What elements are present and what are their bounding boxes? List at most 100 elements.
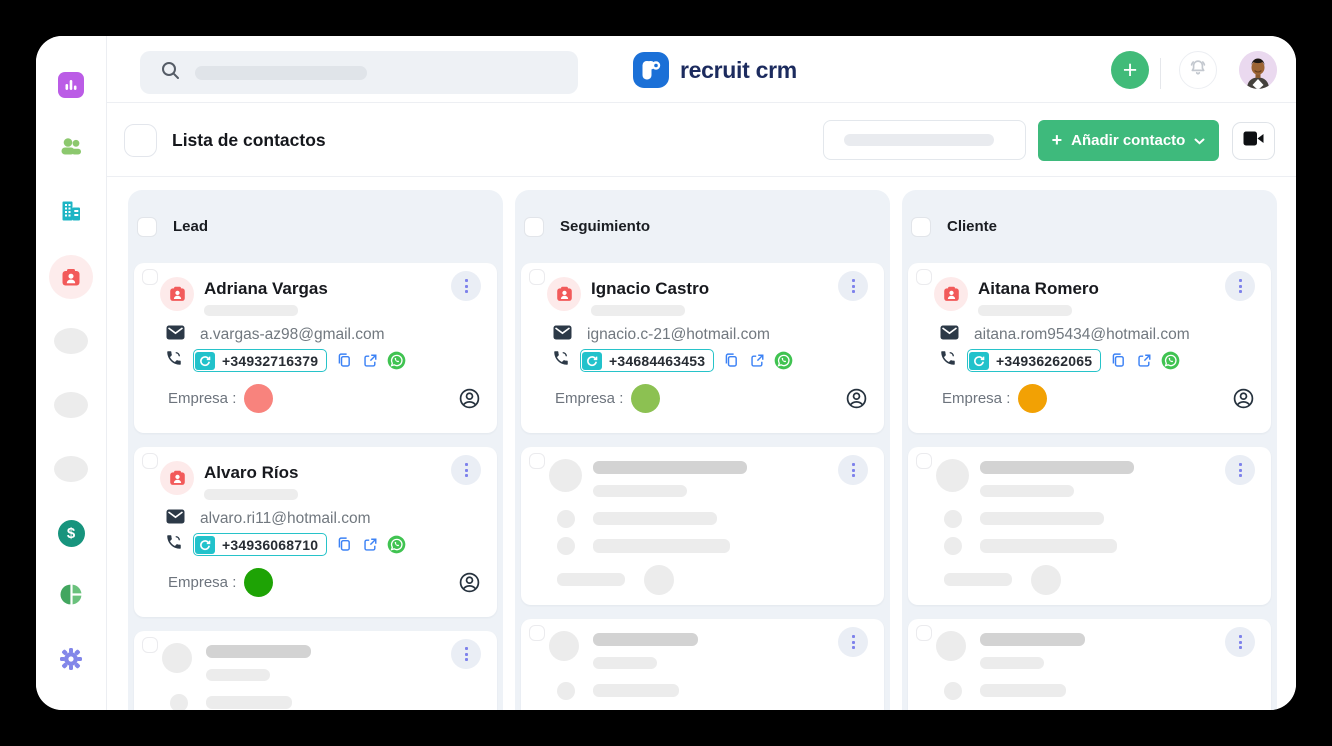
contact-card-icon xyxy=(934,277,968,311)
account-circle-icon[interactable] xyxy=(458,571,481,594)
skeleton-card[interactable] xyxy=(134,631,497,710)
sidebar-item-dashboard[interactable] xyxy=(36,53,106,117)
filter-input[interactable] xyxy=(823,120,1026,160)
camera-icon xyxy=(1243,131,1264,151)
card-checkbox[interactable] xyxy=(916,453,932,469)
column-header: Cliente xyxy=(902,190,1277,263)
mail-icon xyxy=(166,325,185,345)
card-checkbox[interactable] xyxy=(142,453,158,469)
select-all-checkbox[interactable] xyxy=(124,124,157,157)
placeholder-icon xyxy=(54,328,88,354)
skeleton-avatar xyxy=(549,459,582,492)
skeleton-card[interactable] xyxy=(521,619,884,710)
add-contact-button[interactable]: + Añadir contacto xyxy=(1038,120,1219,161)
add-contact-label: Añadir contacto xyxy=(1071,132,1186,149)
skeleton-card[interactable] xyxy=(908,619,1271,710)
copy-icon[interactable] xyxy=(1110,352,1127,369)
mail-icon xyxy=(166,509,185,529)
card-checkbox[interactable] xyxy=(529,269,545,285)
phone-number-badge[interactable]: +34932716379 xyxy=(193,349,328,372)
phone-icon xyxy=(939,349,957,372)
sidebar-item-placeholder[interactable] xyxy=(36,309,106,373)
card-checkbox[interactable] xyxy=(916,625,932,641)
skeleton-dot xyxy=(557,537,575,555)
kebab-menu-icon[interactable] xyxy=(451,639,481,669)
kebab-menu-icon[interactable] xyxy=(838,271,868,301)
company-color-dot[interactable] xyxy=(244,568,274,597)
company-color-dot[interactable] xyxy=(631,384,661,413)
external-link-icon[interactable] xyxy=(1136,353,1152,369)
kebab-menu-icon[interactable] xyxy=(451,271,481,301)
column-checkbox[interactable] xyxy=(911,216,931,237)
sync-icon xyxy=(582,351,602,370)
card-checkbox[interactable] xyxy=(916,269,932,285)
logo-text: recruit crm xyxy=(680,56,797,83)
skeleton-line xyxy=(944,573,1012,586)
skeleton-line xyxy=(593,512,717,525)
notifications-button[interactable] xyxy=(1179,51,1217,89)
video-button[interactable] xyxy=(1232,122,1275,160)
topbar: recruit crm + xyxy=(107,36,1296,103)
contact-card[interactable]: Aitana Romero aitana.rom95434@hotmail.co… xyxy=(908,263,1271,433)
contact-card[interactable]: Alvaro Ríos alvaro.ri11@hotmail.com +349… xyxy=(134,447,497,617)
skeleton-avatar xyxy=(936,459,969,492)
sidebar-item-contacts[interactable] xyxy=(36,245,106,309)
skeleton-line xyxy=(980,485,1074,497)
search-input[interactable] xyxy=(140,51,578,94)
whatsapp-icon[interactable] xyxy=(387,535,406,554)
skeleton-avatar xyxy=(936,631,966,661)
card-checkbox[interactable] xyxy=(529,453,545,469)
account-circle-icon[interactable] xyxy=(845,387,868,410)
company-color-dot[interactable] xyxy=(1018,384,1048,413)
quick-add-button[interactable]: + xyxy=(1111,51,1149,89)
account-circle-icon[interactable] xyxy=(458,387,481,410)
external-link-icon[interactable] xyxy=(362,353,378,369)
sync-icon xyxy=(195,535,215,554)
skeleton-card[interactable] xyxy=(521,447,884,605)
contact-email: alvaro.ri11@hotmail.com xyxy=(200,510,371,527)
company-color-dot[interactable] xyxy=(244,384,274,413)
external-link-icon[interactable] xyxy=(749,353,765,369)
sidebar-item-placeholder[interactable] xyxy=(36,373,106,437)
sidebar-item-candidates[interactable] xyxy=(36,117,106,181)
sidebar-item-companies[interactable] xyxy=(36,181,106,245)
kebab-menu-icon[interactable] xyxy=(1225,271,1255,301)
input-skeleton xyxy=(844,134,994,146)
card-checkbox[interactable] xyxy=(142,269,158,285)
copy-icon[interactable] xyxy=(723,352,740,369)
card-checkbox[interactable] xyxy=(529,625,545,641)
contact-card[interactable]: Adriana Vargas a.vargas-az98@gmail.com +… xyxy=(134,263,497,433)
external-link-icon[interactable] xyxy=(362,537,378,553)
sidebar-item-placeholder[interactable] xyxy=(36,437,106,501)
column-checkbox[interactable] xyxy=(137,216,157,237)
kebab-menu-icon[interactable] xyxy=(1225,627,1255,657)
skeleton-line xyxy=(980,461,1134,474)
phone-number-badge[interactable]: +34936262065 xyxy=(967,349,1102,372)
kebab-menu-icon[interactable] xyxy=(838,455,868,485)
column-header: Lead xyxy=(128,190,503,263)
column-label: Cliente xyxy=(947,218,998,235)
whatsapp-icon[interactable] xyxy=(1161,351,1180,370)
copy-icon[interactable] xyxy=(336,352,353,369)
people-icon xyxy=(58,133,85,165)
sidebar-item-settings[interactable] xyxy=(36,629,106,693)
user-avatar[interactable] xyxy=(1239,51,1277,89)
kebab-menu-icon[interactable] xyxy=(1225,455,1255,485)
contact-card[interactable]: Ignacio Castro ignacio.c-21@hotmail.com … xyxy=(521,263,884,433)
contact-phone: +34936262065 xyxy=(996,352,1093,369)
column-checkbox[interactable] xyxy=(524,216,544,237)
kebab-menu-icon[interactable] xyxy=(838,627,868,657)
phone-icon xyxy=(165,533,183,556)
phone-number-badge[interactable]: +34684463453 xyxy=(580,349,715,372)
whatsapp-icon[interactable] xyxy=(774,351,793,370)
whatsapp-icon[interactable] xyxy=(387,351,406,370)
sidebar-item-reports[interactable] xyxy=(36,565,106,629)
sidebar-item-deals[interactable]: $ xyxy=(36,501,106,565)
account-circle-icon[interactable] xyxy=(1232,387,1255,410)
copy-icon[interactable] xyxy=(336,536,353,553)
skeleton-card[interactable] xyxy=(908,447,1271,605)
kebab-menu-icon[interactable] xyxy=(451,455,481,485)
card-checkbox[interactable] xyxy=(142,637,158,653)
phone-number-badge[interactable]: +34936068710 xyxy=(193,533,328,556)
sync-icon xyxy=(969,351,989,370)
